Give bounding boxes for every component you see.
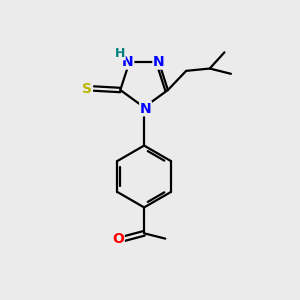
Text: N: N [140,102,152,116]
Text: S: S [82,82,92,95]
Text: N: N [122,55,134,69]
Text: H: H [115,47,125,60]
Text: N: N [153,55,165,69]
Text: O: O [112,232,124,246]
